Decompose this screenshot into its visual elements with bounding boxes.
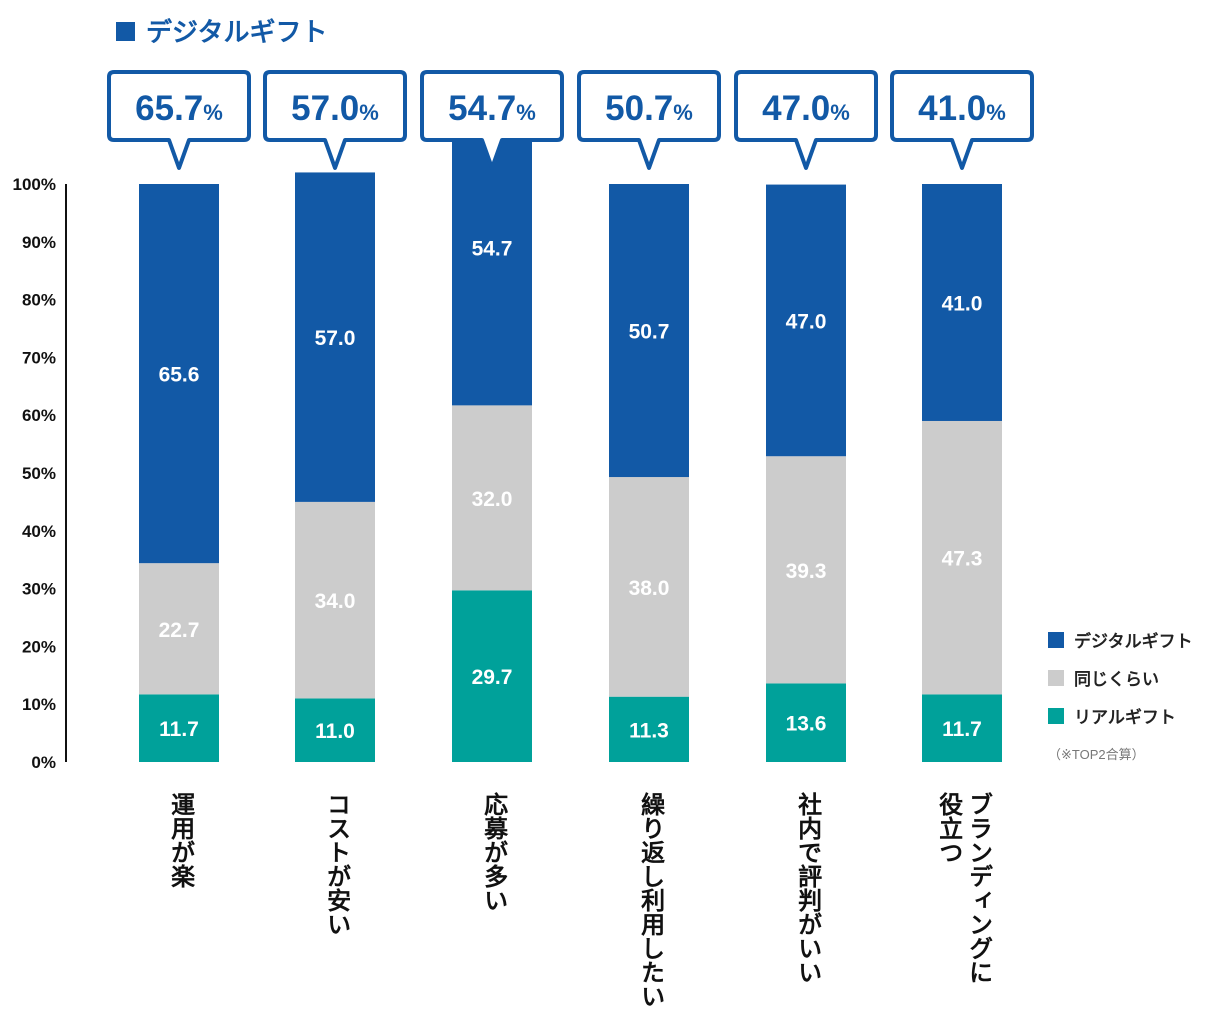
legend-swatch-real — [1048, 708, 1064, 724]
bar-segment-same — [766, 456, 846, 684]
callout-label: 41.0% — [918, 89, 1006, 128]
y-tick-label: 40% — [22, 522, 56, 541]
bar-segment-same — [922, 420, 1002, 695]
callout-value: 47.0 — [762, 89, 830, 128]
bar-value-label: 11.3 — [629, 719, 669, 742]
x-category-label: 役立つ — [935, 791, 963, 864]
bar-segment-same — [609, 477, 689, 697]
callout-unit: % — [359, 100, 379, 125]
bar-value-label: 11.7 — [942, 718, 982, 741]
callout-value: 57.0 — [291, 89, 359, 128]
bar-value-label: 13.6 — [786, 713, 827, 736]
bar-value-label: 32.0 — [472, 488, 513, 511]
x-category-label: 社内で評判がいい — [794, 791, 822, 984]
callout-label: 47.0% — [762, 89, 850, 128]
y-tick-label: 60% — [22, 406, 56, 425]
bar-segment-digital — [609, 184, 689, 478]
bar-segment-digital — [922, 184, 1002, 421]
y-axis: 0% 10% 20% 30% 40% 50% 60% 70% 80% 90% 100% — [13, 175, 67, 772]
callout-label: 50.7% — [605, 89, 693, 128]
y-tick-label: 30% — [22, 580, 56, 599]
callout-value: 41.0 — [918, 89, 986, 128]
bar-segment-same — [139, 563, 219, 695]
bar-value-label: 11.0 — [315, 720, 355, 743]
x-category-label: ブランディングに — [965, 791, 992, 984]
legend-swatch-digital — [1048, 632, 1064, 648]
bar-segment-digital — [766, 184, 846, 457]
bar-value-label: 38.0 — [629, 577, 670, 600]
y-tick-label: 80% — [22, 291, 56, 310]
bar-segment-same — [295, 501, 375, 699]
bar-value-label: 11.7 — [159, 718, 199, 741]
bar-segment-real — [766, 683, 846, 762]
callout-label: 57.0% — [291, 89, 379, 128]
bar-segment-digital — [139, 184, 219, 564]
x-category-label: 繰り返し利用したい — [637, 791, 665, 1008]
y-tick-label: 70% — [22, 348, 56, 367]
bars-group: 11.7 22.7 65.6 11.0 34.0 57.0 29.7 32.0 54.7 11.3… — [139, 89, 1002, 762]
bar-value-label: 34.0 — [315, 590, 356, 613]
callout-bubble — [107, 70, 251, 170]
y-tick-label: 90% — [22, 233, 56, 252]
x-category-label: コストが安い — [323, 792, 350, 936]
legend-label: リアルギフト — [1074, 708, 1176, 727]
chart-title: デジタルギフト — [146, 17, 327, 47]
legend-label: 同じくらい — [1074, 670, 1159, 689]
legend-swatch-same — [1048, 670, 1064, 686]
bar-value-label: 41.0 — [942, 292, 983, 315]
callout-bubble — [420, 70, 564, 170]
bar-segment-real — [295, 698, 375, 762]
legend-label: デジタルギフト — [1074, 631, 1193, 651]
bar-value-label: 39.3 — [786, 560, 827, 583]
bar-segment-digital — [295, 172, 375, 502]
y-tick-label: 100% — [13, 175, 56, 194]
y-tick-label: 0% — [31, 753, 56, 772]
callout-label: 65.7% — [135, 89, 223, 128]
callout-bubble — [263, 70, 407, 170]
bar-value-label: 65.6 — [159, 364, 200, 387]
bar-segment-real — [139, 694, 219, 762]
callout-bubble — [890, 70, 1034, 170]
bar-value-label: 54.7 — [472, 237, 513, 260]
bar-value-label: 47.0 — [786, 310, 827, 333]
callout-unit: % — [516, 100, 536, 125]
bar-segment-real — [922, 694, 1002, 762]
bar-segment-real — [609, 696, 689, 762]
callout-value: 54.7 — [448, 89, 516, 128]
callout-bubble — [577, 70, 721, 170]
callouts-group: 65.7% 57.0% 54.7% 50.7% 47.0% 41.0% — [107, 70, 1034, 170]
x-category-label: 運用が楽 — [167, 792, 195, 888]
callout-bubble — [734, 70, 878, 170]
x-labels-group: 運用が楽 コストが安い 応募が多い 繰り返し利用したい 社内で評判がいい ブランディングに… — [167, 791, 992, 1008]
bar-value-label: 29.7 — [472, 666, 513, 689]
x-category-label: 応募が多い — [480, 791, 509, 912]
legend-note: （※TOP2合算） — [1048, 747, 1145, 762]
bar-segment-real — [452, 590, 532, 762]
y-tick-label: 10% — [22, 695, 56, 714]
bar-value-label: 50.7 — [629, 321, 670, 344]
title-marker — [116, 22, 135, 41]
callout-unit: % — [830, 100, 850, 125]
callout-unit: % — [673, 100, 693, 125]
bar-value-label: 47.3 — [942, 548, 983, 571]
bar-value-label: 22.7 — [159, 619, 200, 642]
callout-unit: % — [203, 100, 223, 125]
bar-segment-same — [452, 405, 532, 591]
callout-unit: % — [986, 100, 1006, 125]
chart-title-group: デジタルギフト — [116, 17, 327, 47]
callout-label: 54.7% — [448, 89, 536, 128]
bar-value-label: 57.0 — [315, 327, 356, 350]
y-tick-label: 50% — [22, 464, 56, 483]
y-tick-label: 20% — [22, 637, 56, 656]
callout-value: 50.7 — [605, 89, 673, 128]
callout-value: 65.7 — [135, 89, 203, 128]
